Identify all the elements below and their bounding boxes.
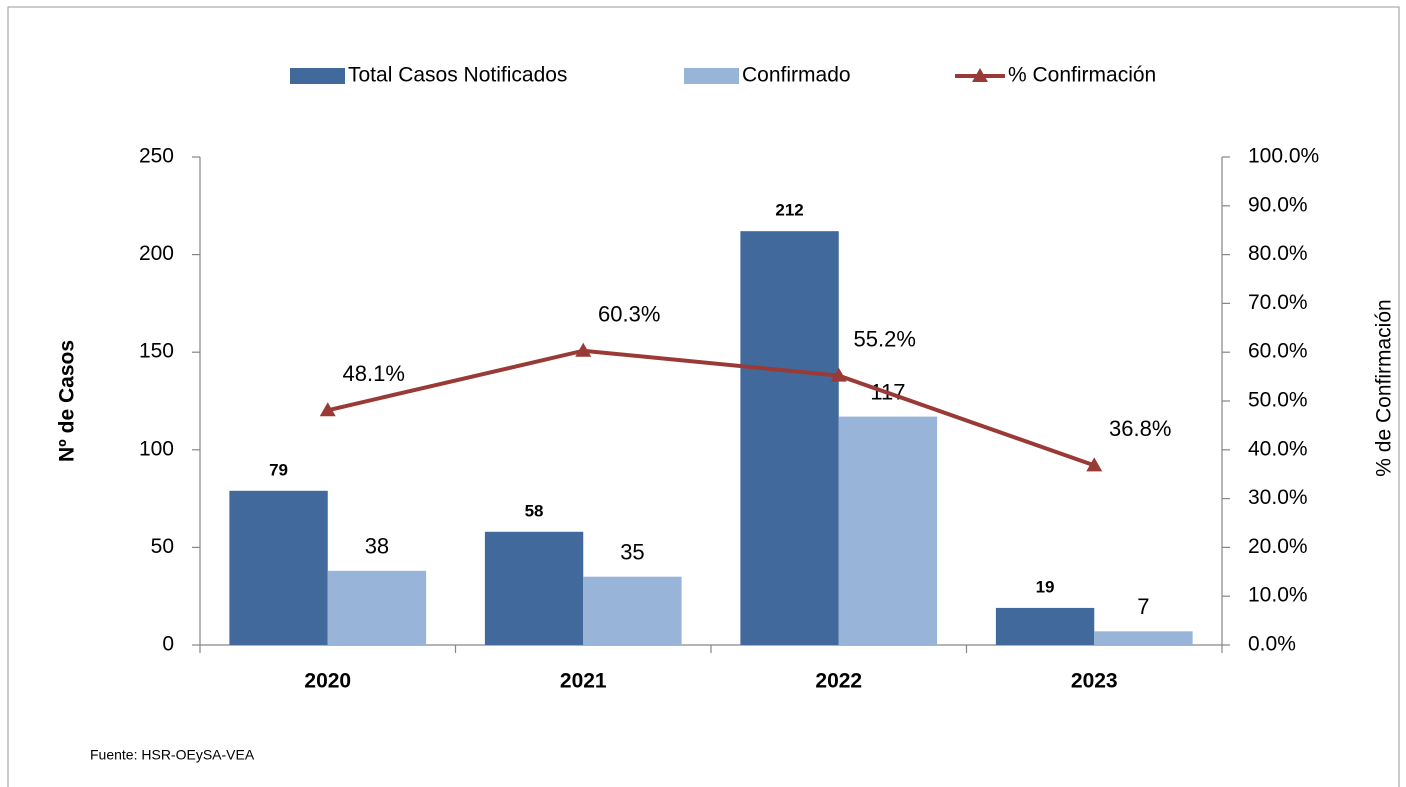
bar <box>838 416 938 645</box>
y2-tick-label: 60.0% <box>1248 340 1308 363</box>
y-axis-title: Nº de Casos <box>56 340 79 462</box>
line-marker <box>830 367 847 382</box>
data-label: 48.1% <box>343 361 405 386</box>
x-tick-label: 2022 <box>815 670 862 693</box>
line <box>327 348 1095 468</box>
y-tick-label: 0 <box>162 633 174 656</box>
chart-frame <box>7 6 1400 787</box>
y2-tick-label: 30.0% <box>1248 486 1308 509</box>
y2-tick-label: 40.0% <box>1248 437 1308 460</box>
y-tick-label: 50 <box>151 535 174 558</box>
y-tick-label: 150 <box>139 340 174 363</box>
y-tick-label: 100 <box>139 437 174 460</box>
data-label: 35 <box>620 539 644 564</box>
legend-swatch <box>684 68 739 84</box>
bar <box>1094 631 1193 645</box>
y2-tick-label: 80.0% <box>1248 242 1308 265</box>
y2-tick-label: 90.0% <box>1248 193 1308 216</box>
bar <box>327 570 427 645</box>
bar <box>583 576 682 645</box>
data-label: 38 <box>365 534 389 559</box>
source-note: Fuente: HSR-OEySA-VEA <box>90 747 255 763</box>
data-label: 7 <box>1137 594 1149 619</box>
bar <box>229 490 328 645</box>
legend-label: % Confirmación <box>1008 64 1156 87</box>
data-label: 36.8% <box>1109 416 1171 441</box>
legend-swatch <box>290 68 345 84</box>
bar <box>740 231 839 645</box>
data-label: 58 <box>525 501 544 520</box>
y2-tick-label: 20.0% <box>1248 535 1308 558</box>
x-tick-label: 2021 <box>560 670 607 693</box>
data-label: 19 <box>1036 577 1055 596</box>
bar <box>995 607 1095 645</box>
legend-swatch <box>972 68 988 82</box>
bar <box>484 531 584 645</box>
y2-axis-title: % de Confirmación <box>1373 299 1396 476</box>
data-label: 55.2% <box>854 326 916 351</box>
y2-tick-label: 10.0% <box>1248 584 1308 607</box>
line-marker <box>319 402 336 417</box>
data-label: 212 <box>775 201 803 220</box>
y2-tick-label: 50.0% <box>1248 389 1308 412</box>
legend-label: Total Casos Notificados <box>348 64 567 87</box>
data-label: 60.3% <box>598 302 660 327</box>
data-label: 79 <box>269 460 288 479</box>
y-tick-label: 250 <box>139 145 174 168</box>
y2-tick-label: 100.0% <box>1248 145 1319 168</box>
y-tick-label: 200 <box>139 242 174 265</box>
x-tick-label: 2023 <box>1071 670 1118 693</box>
y2-tick-label: 0.0% <box>1248 633 1296 656</box>
line-marker <box>575 342 592 357</box>
x-tick-label: 2020 <box>304 670 351 693</box>
y2-tick-label: 70.0% <box>1248 291 1308 314</box>
line-marker <box>1086 457 1103 472</box>
legend-label: Confirmado <box>742 64 851 87</box>
